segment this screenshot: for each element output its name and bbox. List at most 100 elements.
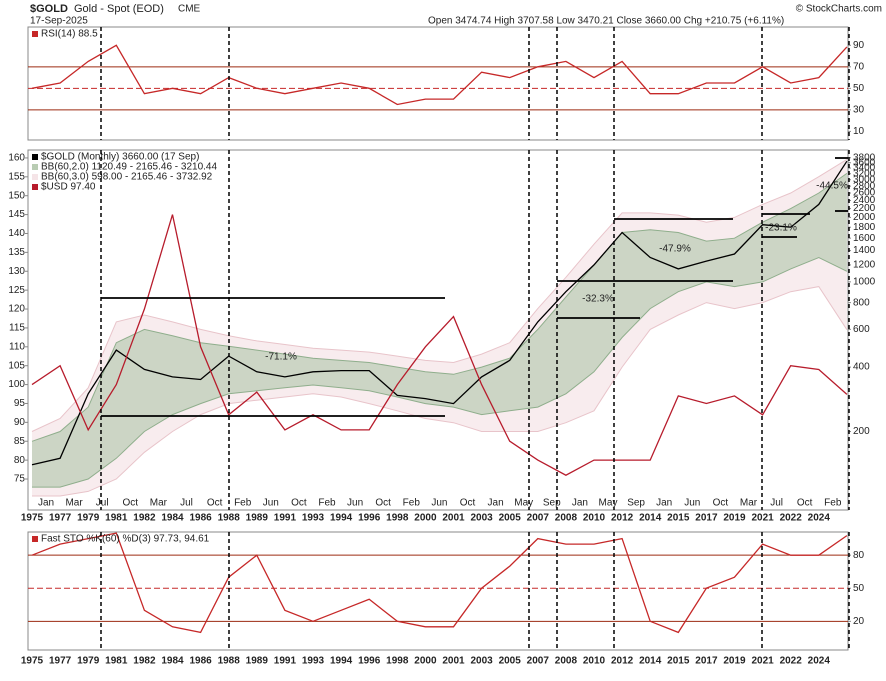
y-tick-label: 20 [853, 616, 865, 627]
annotation: -32.3% [582, 294, 614, 305]
x-tick-month: Mar [65, 498, 83, 509]
x-tick-label: 1998 [386, 656, 409, 667]
x-tick-month: Feb [318, 498, 336, 509]
x-tick-month: Feb [234, 498, 252, 509]
legend-swatch [32, 536, 38, 542]
x-tick-label: 1984 [161, 656, 184, 667]
y2-tick-label: 2200 [853, 203, 876, 214]
quote: Open 3474.74 High 3707.58 Low 3470.21 Cl… [428, 16, 784, 27]
x-tick-label: 1977 [49, 513, 72, 524]
x-tick-label: 2017 [695, 656, 718, 667]
y-tick-label: 155 [8, 171, 25, 182]
x-tick-label: 2015 [667, 656, 690, 667]
x-tick-label: 2019 [723, 656, 746, 667]
x-tick-month: Oct [207, 498, 223, 509]
y2-tick-label: 1000 [853, 277, 876, 288]
y-tick-label: 80 [14, 455, 26, 466]
x-tick-label: 1975 [21, 513, 44, 524]
x-tick-label: 2015 [667, 513, 690, 524]
y-tick-label: 50 [853, 83, 865, 94]
x-tick-label: 1986 [189, 656, 212, 667]
x-tick-label: 1993 [302, 656, 325, 667]
y2-tick-label: 3000 [853, 174, 876, 185]
x-tick-label: 1979 [77, 513, 100, 524]
x-tick-label: 2003 [470, 513, 493, 524]
x-tick-label: 2012 [611, 513, 634, 524]
x-tick-label: 1981 [105, 656, 128, 667]
x-tick-label: 1998 [386, 513, 409, 524]
y-tick-label: 105 [8, 360, 25, 371]
legend-label: Fast STO %K(60) %D(3) 97.73, 94.61 [41, 534, 210, 545]
y-tick-label: 75 [14, 474, 26, 485]
x-tick-label: 1988 [218, 656, 241, 667]
x-tick-label: 2017 [695, 513, 718, 524]
x-tick-label: 2001 [442, 656, 465, 667]
x-tick-month: Jan [572, 498, 588, 509]
y-tick-label: 70 [853, 61, 865, 72]
x-tick-label: 1984 [161, 513, 184, 524]
y-tick-label: 145 [8, 209, 25, 220]
x-tick-month: Oct [291, 498, 307, 509]
exchange: CME [178, 4, 201, 15]
band-upper [31, 158, 848, 432]
x-tick-label: 2021 [751, 513, 774, 524]
instrument-name: Gold - Spot (EOD) [74, 3, 164, 15]
x-tick-month: Jun [431, 498, 447, 509]
x-tick-label: 2010 [583, 656, 606, 667]
y-tick-label: 85 [14, 436, 26, 447]
x-tick-label: 2000 [414, 656, 437, 667]
legend-label: $USD 97.40 [41, 182, 96, 193]
x-tick-label: 1994 [330, 656, 353, 667]
legend-label: $GOLD (Monthly) 3660.00 (17 Sep) [41, 152, 199, 163]
x-tick-month: Mar [150, 498, 168, 509]
legend-swatch [32, 31, 38, 37]
y-tick-label: 10 [853, 126, 865, 137]
credit: © StockCharts.com [796, 4, 882, 15]
legend-swatch [32, 154, 38, 160]
y-tick-label: 95 [14, 398, 26, 409]
y-tick-label: 125 [8, 285, 25, 296]
y2-tick-label: 1400 [853, 245, 876, 256]
x-tick-label: 1991 [274, 656, 297, 667]
x-tick-label: 2022 [780, 513, 803, 524]
y2-tick-label: 3400 [853, 163, 876, 174]
annotation: -23.1% [765, 223, 797, 234]
y2-tick-label: 1800 [853, 222, 876, 233]
y-tick-label: 120 [8, 304, 25, 315]
y-tick-label: 130 [8, 266, 25, 277]
x-tick-label: 1979 [77, 656, 100, 667]
legend-label: BB(60,3.0) 598.00 - 2165.46 - 3732.92 [41, 172, 213, 183]
x-tick-label: 1982 [133, 513, 156, 524]
band-lower [32, 256, 848, 488]
x-tick-label: 2014 [639, 513, 662, 524]
y2-tick-label: 3600 [853, 157, 876, 168]
x-tick-label: 2019 [723, 513, 746, 524]
x-tick-label: 1989 [246, 513, 269, 524]
date: 17-Sep-2025 [30, 16, 88, 27]
y-tick-label: 110 [9, 341, 25, 352]
x-tick-label: 1993 [302, 513, 325, 524]
x-tick-label: 1988 [218, 513, 241, 524]
x-tick-label: 2008 [555, 513, 578, 524]
x-tick-month: Jul [96, 498, 109, 509]
x-tick-month: Sep [543, 498, 561, 509]
band-upper [31, 172, 848, 442]
x-tick-label: 2003 [470, 656, 493, 667]
y-tick-label: 50 [853, 583, 865, 594]
x-tick-label: 1982 [133, 656, 156, 667]
x-tick-label: 2005 [499, 656, 522, 667]
x-tick-label: 1977 [49, 656, 72, 667]
series-line [31, 160, 848, 466]
y2-tick-label: 800 [853, 297, 870, 308]
x-tick-month: Sep [627, 498, 645, 509]
x-tick-month: May [514, 498, 533, 509]
x-tick-label: 2021 [751, 656, 774, 667]
x-tick-month: Feb [403, 498, 421, 509]
x-tick-label: 2000 [414, 513, 437, 524]
x-tick-month: Mar [740, 498, 758, 509]
y-tick-label: 30 [853, 105, 865, 116]
y2-tick-label: 3800 [853, 152, 876, 163]
annotation: -71.1% [265, 352, 297, 363]
x-tick-label: 1975 [21, 656, 44, 667]
